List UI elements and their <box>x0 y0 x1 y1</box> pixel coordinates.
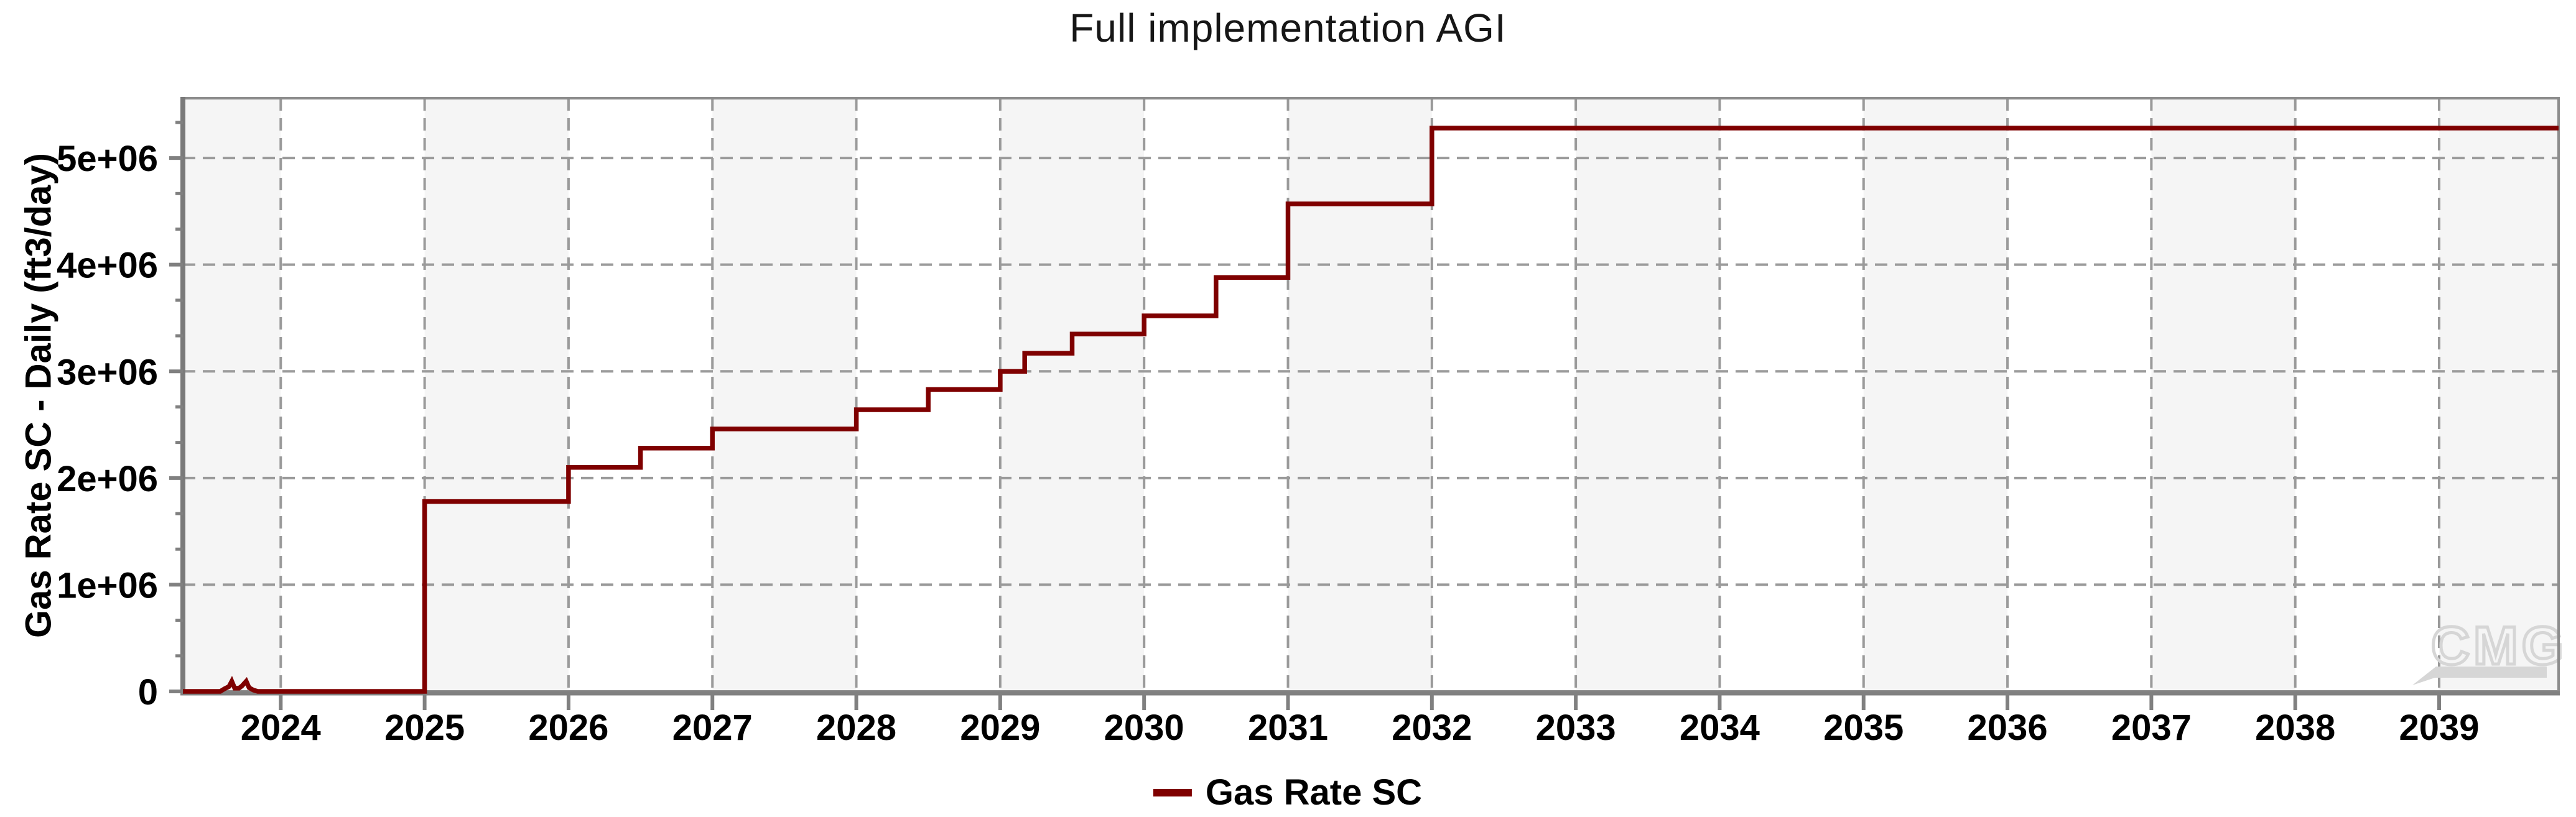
year-band <box>424 98 569 691</box>
year-band <box>183 98 281 691</box>
x-tick-label: 2035 <box>1823 708 1904 748</box>
y-tick-label: 2e+06 <box>57 459 158 499</box>
x-tick-label: 2025 <box>384 708 465 748</box>
year-band <box>2439 98 2559 691</box>
legend-label: Gas Rate SC <box>1205 772 1423 813</box>
y-tick-label: 5e+06 <box>57 139 158 179</box>
year-band <box>1000 98 1145 691</box>
x-tick-label: 2039 <box>2399 708 2479 748</box>
x-tick-label: 2033 <box>1536 708 1616 748</box>
y-tick-label: 0 <box>138 672 158 713</box>
year-band <box>712 98 857 691</box>
x-tick-label: 2037 <box>2111 708 2192 748</box>
x-tick-label: 2036 <box>1968 708 2048 748</box>
year-band <box>1288 98 1432 691</box>
x-tick-label: 2027 <box>672 708 753 748</box>
y-tick-label: 3e+06 <box>57 352 158 392</box>
x-tick-label: 2032 <box>1392 708 1472 748</box>
y-tick-label: 1e+06 <box>57 565 158 606</box>
x-tick-label: 2026 <box>528 708 608 748</box>
y-tick-label: 4e+06 <box>57 246 158 286</box>
x-tick-label: 2034 <box>1680 708 1760 748</box>
x-tick-label: 2038 <box>2255 708 2335 748</box>
series-line-gas-rate-sc <box>183 126 2559 694</box>
x-tick-label: 2031 <box>1248 708 1328 748</box>
chart-title: Full implementation AGI <box>1069 6 1507 50</box>
x-tick-label: 2024 <box>241 708 321 748</box>
legend-line-swatch <box>1153 788 1192 796</box>
x-tick-label: 2030 <box>1104 708 1184 748</box>
legend: Gas Rate SC <box>1153 772 1422 813</box>
year-band <box>2151 98 2295 691</box>
year-band <box>1576 98 1720 691</box>
x-tick-label: 2028 <box>816 708 896 748</box>
cmg-watermark-underline <box>2412 667 2547 685</box>
year-band <box>1863 98 2008 691</box>
x-tick-label: 2029 <box>960 708 1040 748</box>
